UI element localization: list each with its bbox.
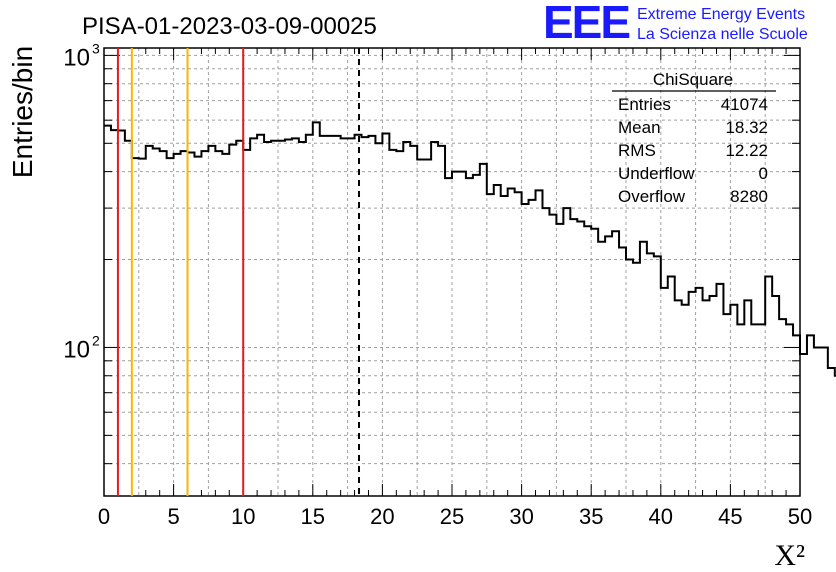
x-tick-label: 0	[98, 504, 110, 529]
x-tick-label: 10	[231, 504, 255, 529]
eee-logo: EEE Extreme Energy Events La Scienza nel…	[543, 0, 833, 48]
x-axis-label: X²	[774, 539, 805, 572]
stats-label-entries: Entries	[618, 95, 671, 114]
y-tick-label-exponent: 2	[92, 332, 100, 348]
x-tick-label: 15	[301, 504, 325, 529]
x-tick-label: 50	[788, 504, 812, 529]
eee-logo-mark: EEE	[543, 0, 631, 48]
stats-value-mean: 18.32	[725, 118, 768, 137]
x-tick-label: 40	[649, 504, 673, 529]
stats-box: ChiSquare Entries 41074 Mean 18.32 RMS 1…	[612, 70, 776, 206]
x-tick-label: 35	[579, 504, 603, 529]
x-tick-label: 25	[440, 504, 464, 529]
histogram-series	[104, 121, 836, 377]
stats-value-underflow: 0	[759, 164, 768, 183]
stats-label-overflow: Overflow	[618, 187, 686, 206]
x-tick-label: 45	[718, 504, 742, 529]
stats-name: ChiSquare	[653, 70, 733, 89]
x-tick-label: 30	[509, 504, 533, 529]
stats-value-overflow: 8280	[730, 187, 768, 206]
stats-label-underflow: Underflow	[618, 164, 695, 183]
x-tick-label: 20	[370, 504, 394, 529]
eee-logo-line2: La Scienza nelle Scuole	[637, 26, 808, 43]
y-tick-label-base: 10	[63, 336, 90, 363]
stats-value-rms: 12.22	[725, 141, 768, 160]
stats-value-entries: 41074	[721, 95, 768, 114]
chart-title: PISA-01-2023-03-09-00025	[82, 13, 377, 40]
x-tick-label: 5	[167, 504, 179, 529]
y-tick-label-base: 10	[63, 44, 90, 71]
y-tick-label-exponent: 3	[92, 40, 100, 56]
stats-label-mean: Mean	[618, 118, 661, 137]
y-axis-label: Entries/bin	[7, 46, 38, 178]
eee-logo-line1: Extreme Energy Events	[637, 6, 806, 23]
stats-label-rms: RMS	[618, 141, 656, 160]
